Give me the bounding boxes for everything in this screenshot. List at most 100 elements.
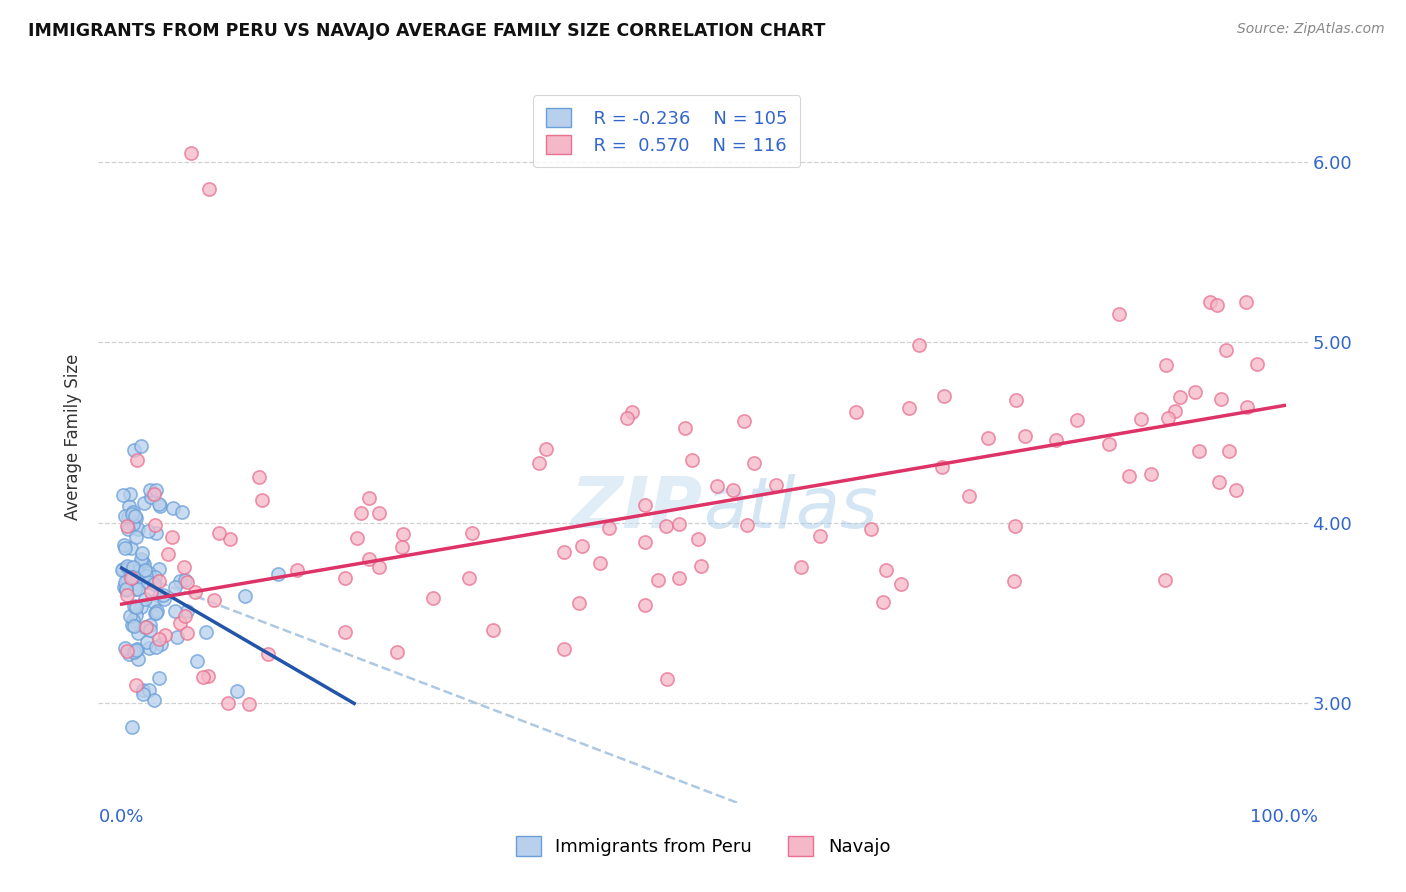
- Point: [117, 588, 139, 602]
- Point: [461, 525, 484, 540]
- Point: [131, 687, 153, 701]
- Point: [176, 604, 198, 618]
- Point: [908, 338, 931, 352]
- Point: [808, 529, 831, 543]
- Point: [138, 641, 160, 656]
- Point: [138, 566, 160, 581]
- Point: [141, 584, 163, 599]
- Point: [143, 570, 166, 584]
- Point: [156, 547, 179, 561]
- Point: [218, 533, 240, 547]
- Point: [125, 678, 148, 692]
- Point: [127, 652, 149, 666]
- Point: [1045, 434, 1067, 448]
- Point: [136, 634, 159, 648]
- Point: [121, 507, 143, 521]
- Point: [1168, 391, 1191, 405]
- Point: [589, 556, 612, 570]
- Point: [391, 526, 413, 541]
- Point: [145, 606, 167, 620]
- Point: [115, 574, 138, 589]
- Point: [173, 574, 195, 588]
- Point: [706, 479, 728, 493]
- Point: [129, 552, 152, 566]
- Point: [132, 496, 155, 510]
- Point: [1140, 467, 1163, 481]
- Point: [124, 582, 146, 596]
- Point: [139, 491, 162, 505]
- Point: [1215, 343, 1237, 358]
- Point: [1188, 444, 1211, 458]
- Point: [148, 562, 170, 576]
- Point: [134, 620, 156, 634]
- Point: [124, 508, 146, 523]
- Point: [845, 404, 868, 418]
- Point: [267, 567, 290, 582]
- Point: [121, 720, 143, 734]
- Point: [1154, 574, 1177, 588]
- Point: [143, 606, 166, 620]
- Point: [127, 564, 149, 578]
- Point: [125, 642, 148, 657]
- Point: [132, 557, 155, 571]
- Point: [598, 521, 620, 535]
- Point: [169, 615, 191, 630]
- Point: [139, 617, 162, 632]
- Point: [934, 389, 956, 403]
- Point: [350, 506, 373, 520]
- Point: [1246, 357, 1268, 371]
- Point: [129, 599, 152, 614]
- Point: [127, 582, 149, 596]
- Point: [142, 595, 165, 609]
- Point: [152, 588, 174, 602]
- Point: [1154, 358, 1177, 372]
- Point: [193, 670, 215, 684]
- Point: [1218, 444, 1240, 458]
- Point: [122, 619, 145, 633]
- Point: [335, 571, 357, 585]
- Point: [152, 591, 174, 606]
- Point: [118, 499, 141, 513]
- Point: [160, 530, 183, 544]
- Point: [1098, 436, 1121, 450]
- Point: [668, 571, 690, 585]
- Point: [1157, 411, 1180, 425]
- Point: [238, 697, 260, 711]
- Point: [118, 609, 141, 624]
- Point: [198, 182, 221, 196]
- Point: [142, 577, 165, 591]
- Point: [186, 654, 208, 668]
- Point: [118, 647, 141, 661]
- Point: [121, 517, 143, 532]
- Point: [127, 453, 149, 467]
- Point: [172, 505, 194, 519]
- Point: [115, 558, 138, 573]
- Point: [1004, 518, 1026, 533]
- Point: [673, 421, 696, 435]
- Point: [143, 692, 166, 706]
- Point: [1225, 483, 1247, 498]
- Point: [149, 499, 172, 513]
- Point: [860, 522, 883, 536]
- Point: [1164, 404, 1187, 418]
- Point: [174, 608, 197, 623]
- Point: [117, 510, 139, 524]
- Point: [875, 563, 897, 577]
- Point: [620, 405, 643, 419]
- Point: [655, 672, 678, 686]
- Point: [127, 578, 149, 592]
- Point: [114, 582, 136, 596]
- Point: [285, 563, 308, 577]
- Point: [117, 561, 139, 575]
- Point: [122, 613, 145, 627]
- Point: [527, 456, 550, 470]
- Point: [111, 563, 134, 577]
- Point: [136, 574, 159, 589]
- Point: [1108, 307, 1130, 321]
- Point: [143, 487, 166, 501]
- Point: [135, 569, 157, 583]
- Point: [120, 571, 142, 585]
- Point: [115, 583, 138, 598]
- Point: [165, 581, 187, 595]
- Point: [131, 554, 153, 568]
